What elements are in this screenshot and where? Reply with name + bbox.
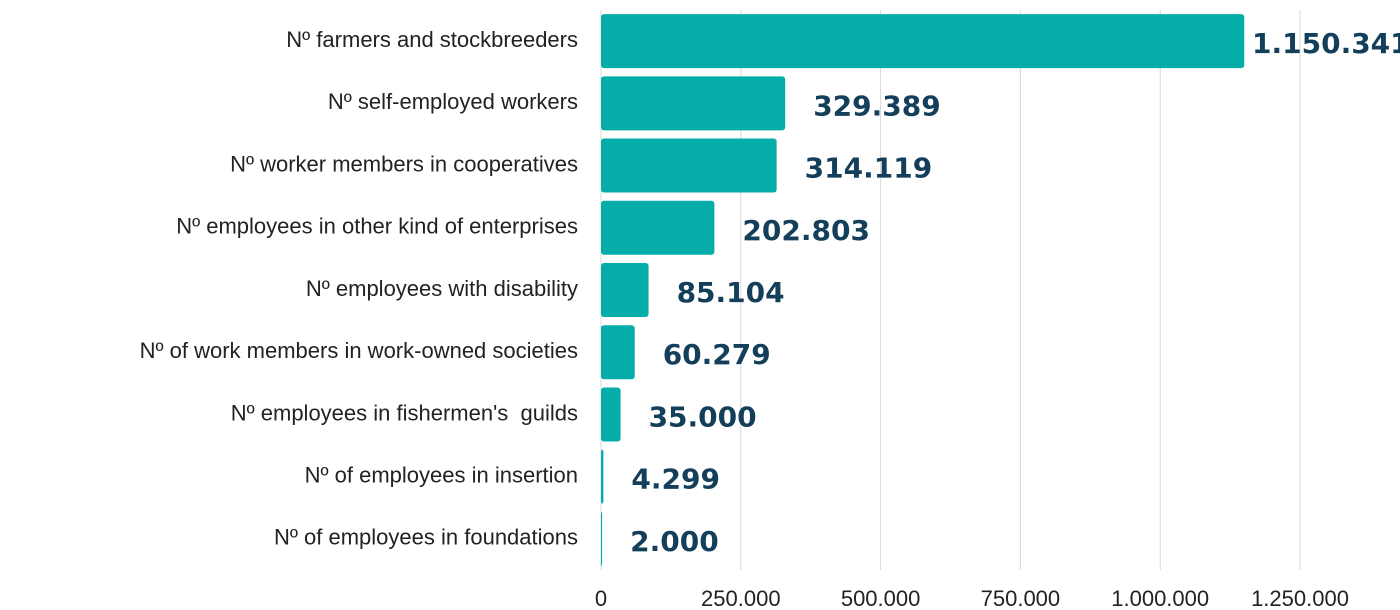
value-label: 60.279	[663, 338, 771, 371]
bar	[601, 138, 777, 193]
bar	[601, 511, 603, 566]
value-label: 314.119	[805, 152, 933, 185]
value-label: 35.000	[649, 400, 757, 433]
bar	[601, 325, 635, 380]
y-tick-label: Nº employees in other kind of enterprise…	[176, 214, 578, 239]
bar	[601, 200, 715, 255]
x-tick-label: 500.000	[841, 586, 921, 610]
bar	[601, 14, 1245, 69]
bar	[601, 387, 621, 442]
bar	[601, 263, 649, 317]
y-tick-label: Nº worker members in cooperatives	[230, 151, 578, 176]
value-label: 85.104	[677, 276, 785, 309]
y-tick-label: Nº of employees in insertion	[305, 462, 578, 487]
y-tick-label: Nº self-employed workers	[328, 89, 578, 114]
x-tick-label: 1.000.000	[1111, 586, 1209, 610]
y-tick-label: Nº of work members in work-owned societi…	[140, 338, 578, 363]
y-tick-label: Nº of employees in foundations	[274, 525, 578, 550]
value-label: 1.150.341	[1252, 27, 1400, 60]
x-tick-label: 0	[595, 586, 607, 610]
bar	[601, 449, 604, 504]
value-label: 329.389	[813, 89, 941, 122]
y-tick-label: Nº employees in fishermen's guilds	[231, 400, 578, 425]
x-tick-label: 250.000	[701, 586, 781, 610]
y-tick-label: Nº employees with disability	[306, 276, 578, 301]
bar	[601, 76, 786, 131]
value-label: 4.299	[631, 463, 720, 496]
x-tick-label: 750.000	[981, 586, 1061, 610]
value-label: 2.000	[630, 525, 719, 558]
value-label: 202.803	[742, 214, 870, 247]
y-tick-label: Nº farmers and stockbreeders	[286, 27, 578, 52]
x-tick-label: 1.250.000	[1251, 586, 1349, 610]
